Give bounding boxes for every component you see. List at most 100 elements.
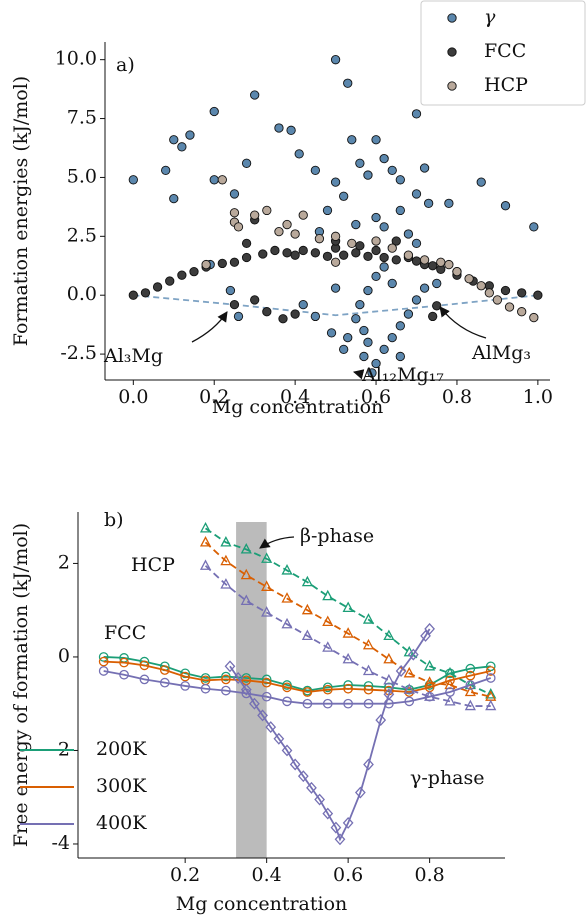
scatter-point [339,250,349,260]
fcc-marker [485,673,496,683]
scatter-point [310,311,321,322]
scatter-point [270,245,280,256]
hcp-marker [261,552,273,563]
x-tick-label: 1.0 [523,386,553,408]
x-tick-label: 0.2 [199,386,229,408]
hcp-marker [383,673,395,685]
scatter-point [310,248,321,258]
fcc-marker [363,684,374,695]
hcp-marker [301,603,313,615]
fcc-marker [485,666,496,676]
scatter-point [476,177,486,187]
scatter-point [391,255,401,265]
annotation-arrow [259,536,295,549]
annotation: Al₁₂Mg₁₇ [361,364,444,386]
fcc-marker [98,656,109,667]
scatter-point [241,252,252,263]
y-tick-label: 0 [58,645,70,667]
scatter-point [290,250,300,260]
scatter-point [298,210,308,220]
gamma-marker [363,758,374,771]
gamma-marker [240,683,252,696]
fcc-marker [221,674,231,685]
legend-label: 400K [96,812,147,834]
scatter-point [209,106,219,117]
hcp-marker [240,594,252,605]
hcp-marker [261,606,273,617]
scatter-point [363,285,373,296]
hcp-marker [281,564,293,575]
scatter-point [282,219,292,230]
fcc-marker [119,657,129,668]
scatter-point [444,259,454,270]
scatter-point [403,229,414,239]
scatter-point [403,309,414,319]
scatter-point [229,299,240,310]
gamma-marker [383,688,395,701]
fcc-marker [139,674,150,685]
scatter-point [371,358,381,369]
fcc-marker [322,698,333,709]
scatter-point [387,165,397,176]
hcp-marker [220,554,232,566]
hcp-marker [322,615,334,627]
scatter-point [278,314,288,324]
hcp-line [204,565,491,707]
scatter-point [250,295,260,305]
scatter-point [177,142,187,152]
x-tick-label: 0.0 [118,386,148,408]
scatter-point [229,208,240,218]
scatter-point [314,234,325,244]
hcp-marker [281,617,293,629]
scatter-point [484,288,494,298]
scatter-point [379,344,389,355]
scatter-point [241,238,252,249]
scatter-point [363,170,373,180]
scatter-point [351,314,361,324]
scatter-point [403,250,414,260]
legend-label: 200K [96,738,147,760]
hcp-marker [424,690,436,701]
fcc-marker [221,671,231,682]
scatter-point [371,212,381,223]
hcp-marker [444,678,456,690]
scatter-point [355,158,365,168]
scatter-point [379,252,389,263]
gamma-marker [265,721,277,734]
gamma-line [229,628,431,842]
scatter-point [169,193,179,204]
annotation: Al₃Mg [103,345,163,367]
scatter-point [387,332,397,343]
x-tick-label: 0.8 [415,864,445,886]
scatter-point [339,344,349,355]
fcc-marker [282,696,292,707]
scatter-point [517,288,527,298]
hcp-marker [301,575,313,587]
gamma-marker [354,786,366,799]
scatter-point [363,251,373,261]
hcp-marker [424,659,436,671]
gamma-marker [257,709,268,722]
scatter-point [258,249,268,259]
scatter-point [464,274,474,284]
y-axis-label: Free energy of formation (kJ/mol) [10,523,32,847]
annotation: γ-phase [410,767,485,789]
fcc-marker [98,652,109,662]
fcc-marker [261,674,272,685]
fcc-marker [343,698,353,709]
scatter-point [395,351,405,362]
legend-label: 300K [96,775,147,797]
scatter-point [201,259,211,270]
scatter-point [387,278,397,289]
y-tick-label: 7.5 [67,107,97,129]
fcc-marker [282,682,292,693]
scatter-point [428,261,438,271]
scatter-point [326,328,337,338]
scatter-point [298,245,308,256]
scatter-point [262,307,272,317]
gamma-marker [232,672,244,684]
gamma-marker [224,660,236,673]
fcc-marker [343,683,353,694]
gamma-marker [281,744,293,757]
hcp-marker [464,685,476,697]
